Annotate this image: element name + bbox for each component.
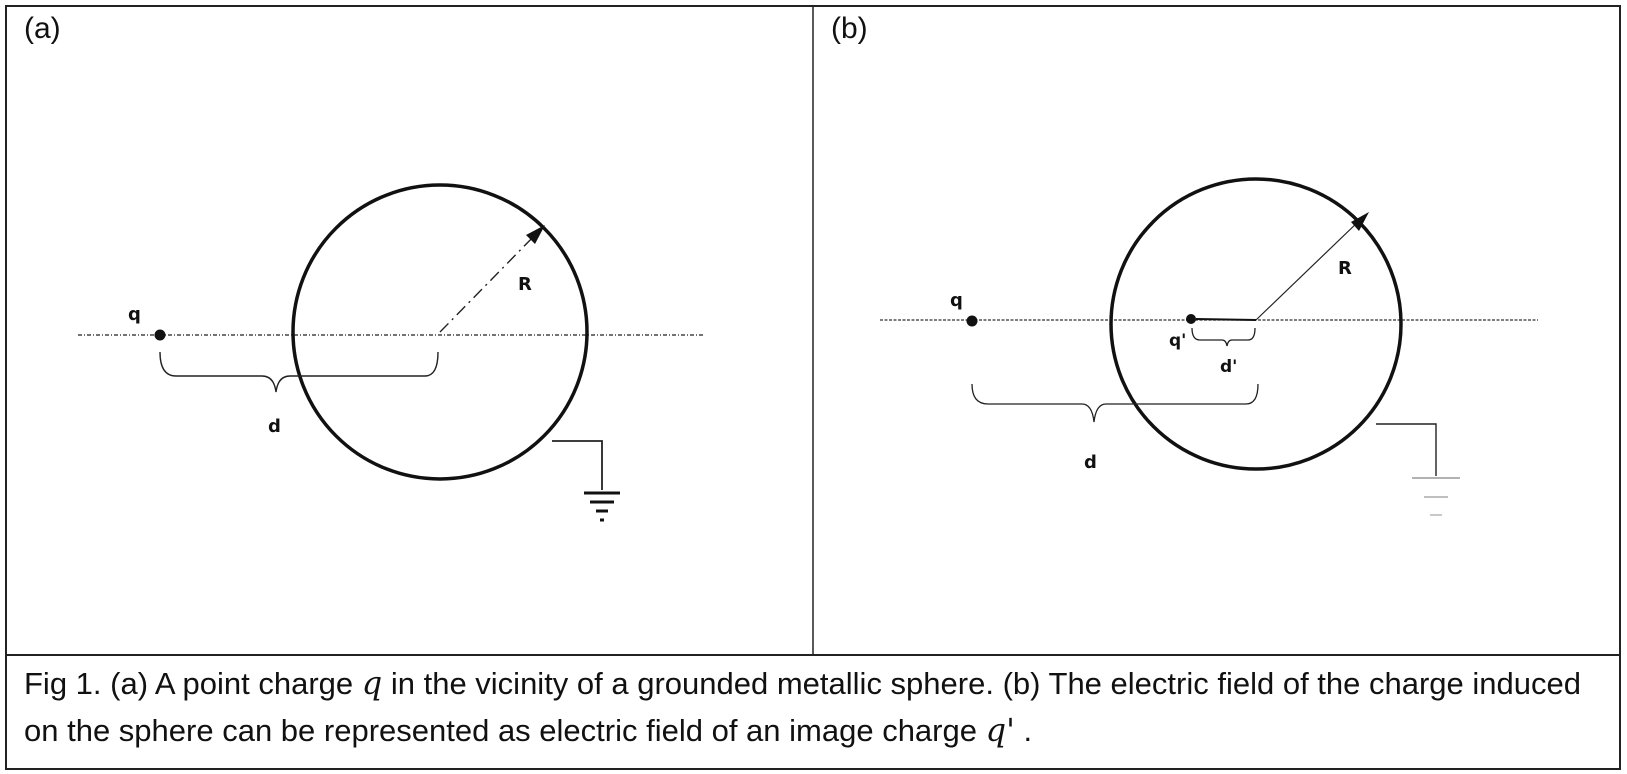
panel-b-ground-icon [1412, 477, 1460, 516]
panel-a-diagram: q R d [78, 183, 705, 522]
panel-b-image-distance-label: d' [1220, 357, 1237, 377]
panel-b-charge-label: q [950, 290, 963, 311]
panel-b-image-distance-brace [1191, 327, 1256, 347]
figure-caption: Fig 1. (a) A point charge q in the vicin… [24, 660, 1604, 754]
panel-b-point-charge [966, 315, 978, 327]
panel-a-radius-arrowhead [526, 225, 545, 244]
panel-a-radius-label: R [518, 274, 532, 295]
caption-symbol-q: q [361, 664, 383, 702]
panel-a-label: (a) [24, 12, 61, 45]
caption-symbol-q-prime: q' [985, 711, 1015, 749]
panel-b-image-charge-label: q' [1169, 331, 1186, 351]
panel-b-image-offset [1195, 318, 1257, 321]
panel-b-sphere [1109, 177, 1403, 471]
panel-a-charge-label: q [128, 304, 141, 325]
panel-b-label: (b) [831, 12, 868, 45]
panel-b-image-charge [1186, 314, 1196, 324]
caption-text-3: . [1014, 713, 1033, 748]
panel-b-diagram: q q' d' R d [880, 177, 1538, 516]
panel-b-ground-wire [1376, 423, 1437, 476]
panel-a-ground-wire [552, 440, 603, 490]
panel-a-sphere [291, 183, 589, 481]
panel-b-distance-label: d [1084, 452, 1097, 473]
panel-a-distance-brace [159, 351, 439, 393]
panel-b-radius-label: R [1338, 258, 1352, 279]
panel-b-distance-brace [971, 383, 1259, 423]
panel-a-ground-icon [584, 491, 620, 522]
caption-text-1: Fig 1. (a) A point charge [24, 666, 362, 701]
caption-text-2: in the vicinity of a grounded metallic s… [24, 666, 1581, 748]
panel-a-point-charge [154, 329, 166, 341]
panel-b-radius-arrowhead [1351, 212, 1369, 231]
panel-b-radius [1255, 219, 1361, 321]
panel-a-distance-label: d [268, 416, 281, 437]
